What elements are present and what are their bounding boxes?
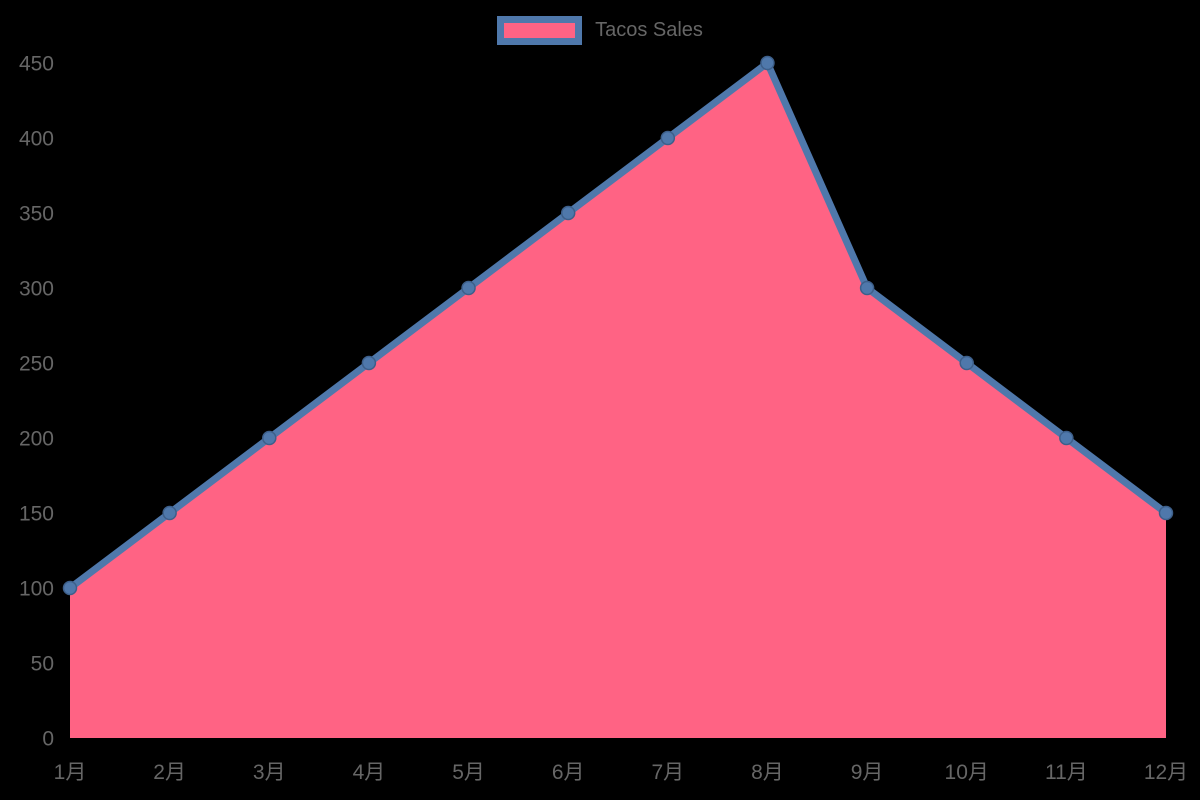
y-tick-label: 100 bbox=[19, 578, 54, 601]
data-point[interactable] bbox=[461, 280, 476, 296]
series-line bbox=[66, 59, 1170, 592]
data-point[interactable] bbox=[262, 430, 277, 446]
y-tick-label: 300 bbox=[19, 278, 54, 301]
y-tick-label: 200 bbox=[19, 428, 54, 451]
data-point[interactable] bbox=[62, 580, 78, 596]
x-tick-label: 11月 bbox=[1045, 761, 1088, 784]
x-tick-label: 8月 bbox=[751, 761, 784, 784]
x-tick-label: 9月 bbox=[851, 761, 884, 784]
data-point[interactable] bbox=[959, 355, 974, 371]
y-tick-label: 350 bbox=[19, 203, 54, 226]
legend-swatch[interactable] bbox=[497, 16, 583, 45]
data-point[interactable] bbox=[560, 205, 576, 221]
x-tick-label: 7月 bbox=[651, 761, 684, 784]
y-tick-label: 450 bbox=[19, 53, 54, 76]
x-tick-label: 2月 bbox=[153, 761, 186, 784]
data-point[interactable] bbox=[859, 280, 875, 296]
legend-label[interactable]: Tacos Sales bbox=[595, 19, 703, 41]
x-tick-label: 6月 bbox=[552, 761, 585, 784]
x-tick-label: 3月 bbox=[253, 761, 286, 784]
x-tick-label: 5月 bbox=[452, 761, 485, 784]
x-tick-label: 1月 bbox=[54, 761, 87, 784]
y-tick-label: 250 bbox=[19, 353, 54, 376]
data-point[interactable] bbox=[1059, 430, 1074, 446]
y-tick-label: 150 bbox=[19, 503, 54, 526]
x-tick-label: 4月 bbox=[353, 761, 386, 784]
chart-legend[interactable]: Tacos Sales bbox=[0, 16, 1200, 45]
data-point[interactable] bbox=[1158, 505, 1174, 521]
data-point[interactable] bbox=[760, 55, 775, 71]
data-point[interactable] bbox=[660, 130, 676, 146]
area-fill bbox=[70, 63, 1166, 738]
y-tick-label: 0 bbox=[42, 728, 54, 751]
y-tick-label: 400 bbox=[19, 128, 54, 151]
y-tick-label: 50 bbox=[31, 653, 54, 676]
x-tick-label: 10月 bbox=[945, 761, 989, 784]
x-tick-label: 12月 bbox=[1144, 761, 1188, 784]
data-point[interactable] bbox=[361, 355, 377, 371]
data-point[interactable] bbox=[162, 505, 177, 521]
